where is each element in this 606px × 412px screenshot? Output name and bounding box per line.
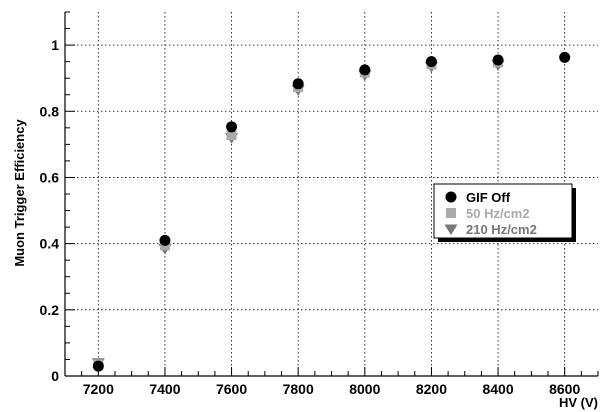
x-tick-label: 8400 — [482, 381, 513, 397]
x-tick-label: 7400 — [149, 381, 180, 397]
grid-layer — [65, 12, 598, 376]
data-point — [359, 64, 371, 76]
y-tick-label: 1 — [51, 37, 59, 53]
series-circle — [92, 51, 571, 372]
y-axis-label: Muon Trigger Efficiency — [12, 119, 27, 267]
data-point — [159, 234, 171, 246]
legend-label: 210 Hz/cm2 — [466, 222, 537, 237]
points-layer — [91, 51, 571, 372]
data-point — [425, 56, 437, 68]
legend-label: GIF Off — [466, 190, 511, 205]
legend-marker — [444, 224, 458, 236]
ticks-layer: 7200 7400 7600 7800 8000 8200 8400 8600 0 0.2 0.4 0… — [40, 11, 599, 397]
x-tick-label: 8600 — [549, 381, 580, 397]
data-point — [226, 130, 237, 141]
data-point — [492, 54, 504, 66]
x-axis-label: HV (V) — [559, 395, 598, 410]
y-tick-label: 0.2 — [40, 302, 60, 318]
legend-box — [433, 183, 573, 239]
x-tick-label: 8200 — [416, 381, 447, 397]
x-tick-label: 7800 — [283, 381, 314, 397]
legend-marker — [446, 208, 456, 218]
y-tick-label: 0.6 — [40, 169, 60, 185]
legend-marker — [445, 191, 457, 203]
data-point — [226, 121, 238, 133]
data-point — [559, 51, 571, 63]
legend-label: 50 Hz/cm2 — [466, 206, 530, 221]
data-point — [292, 78, 304, 90]
x-tick-label: 7600 — [216, 381, 247, 397]
y-tick-label: 0.8 — [40, 103, 60, 119]
x-tick-label: 8000 — [349, 381, 380, 397]
data-point — [92, 360, 104, 372]
y-tick-label: 0.4 — [40, 236, 60, 252]
x-tick-label: 7200 — [83, 381, 114, 397]
y-tick-label: 0 — [51, 368, 59, 384]
